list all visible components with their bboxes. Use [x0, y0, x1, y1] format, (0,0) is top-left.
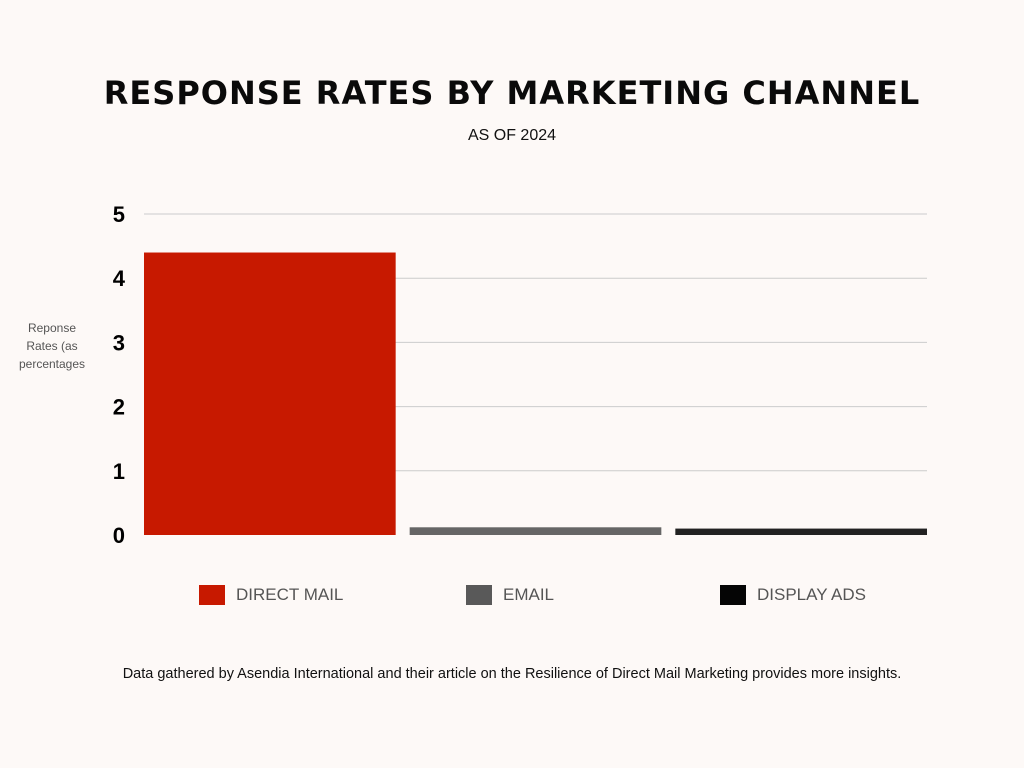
legend-label-display-ads: DISPLAY ADS [757, 585, 866, 604]
legend-swatch-display-ads [720, 585, 746, 605]
chart-title: RESPONSE RATES BY MARKETING CHANNEL [103, 74, 921, 112]
legend-label-email: EMAIL [503, 585, 555, 604]
y-axis-label: Reponse Rates (as percentages [18, 321, 86, 371]
chart-subtitle: AS OF 2024 [467, 127, 557, 144]
legend-item-display-ads: DISPLAY ADS [720, 583, 866, 607]
legend-item-email: EMAIL [466, 583, 554, 607]
y-tick-label-1: 1 [113, 459, 125, 484]
y-tick-label-3: 3 [113, 330, 125, 355]
legend-item-direct-mail: DIRECT MAIL [199, 583, 343, 607]
y-tick-label-0: 0 [113, 523, 125, 548]
bar-display-ads [675, 528, 927, 535]
y-tick-label-4: 4 [113, 266, 126, 291]
y-tick-label-5: 5 [113, 202, 125, 227]
bar-direct-mail [144, 252, 396, 535]
legend-swatch-email [466, 585, 492, 605]
legend: DIRECT MAIL EMAIL DISPLAY ADS [0, 583, 1024, 607]
bar-email [409, 527, 662, 535]
legend-swatch-direct-mail [199, 585, 225, 605]
y-tick-label-2: 2 [113, 395, 125, 420]
source-footnote: Data gathered by Asendia International a… [122, 666, 902, 682]
legend-label-direct-mail: DIRECT MAIL [236, 585, 344, 604]
